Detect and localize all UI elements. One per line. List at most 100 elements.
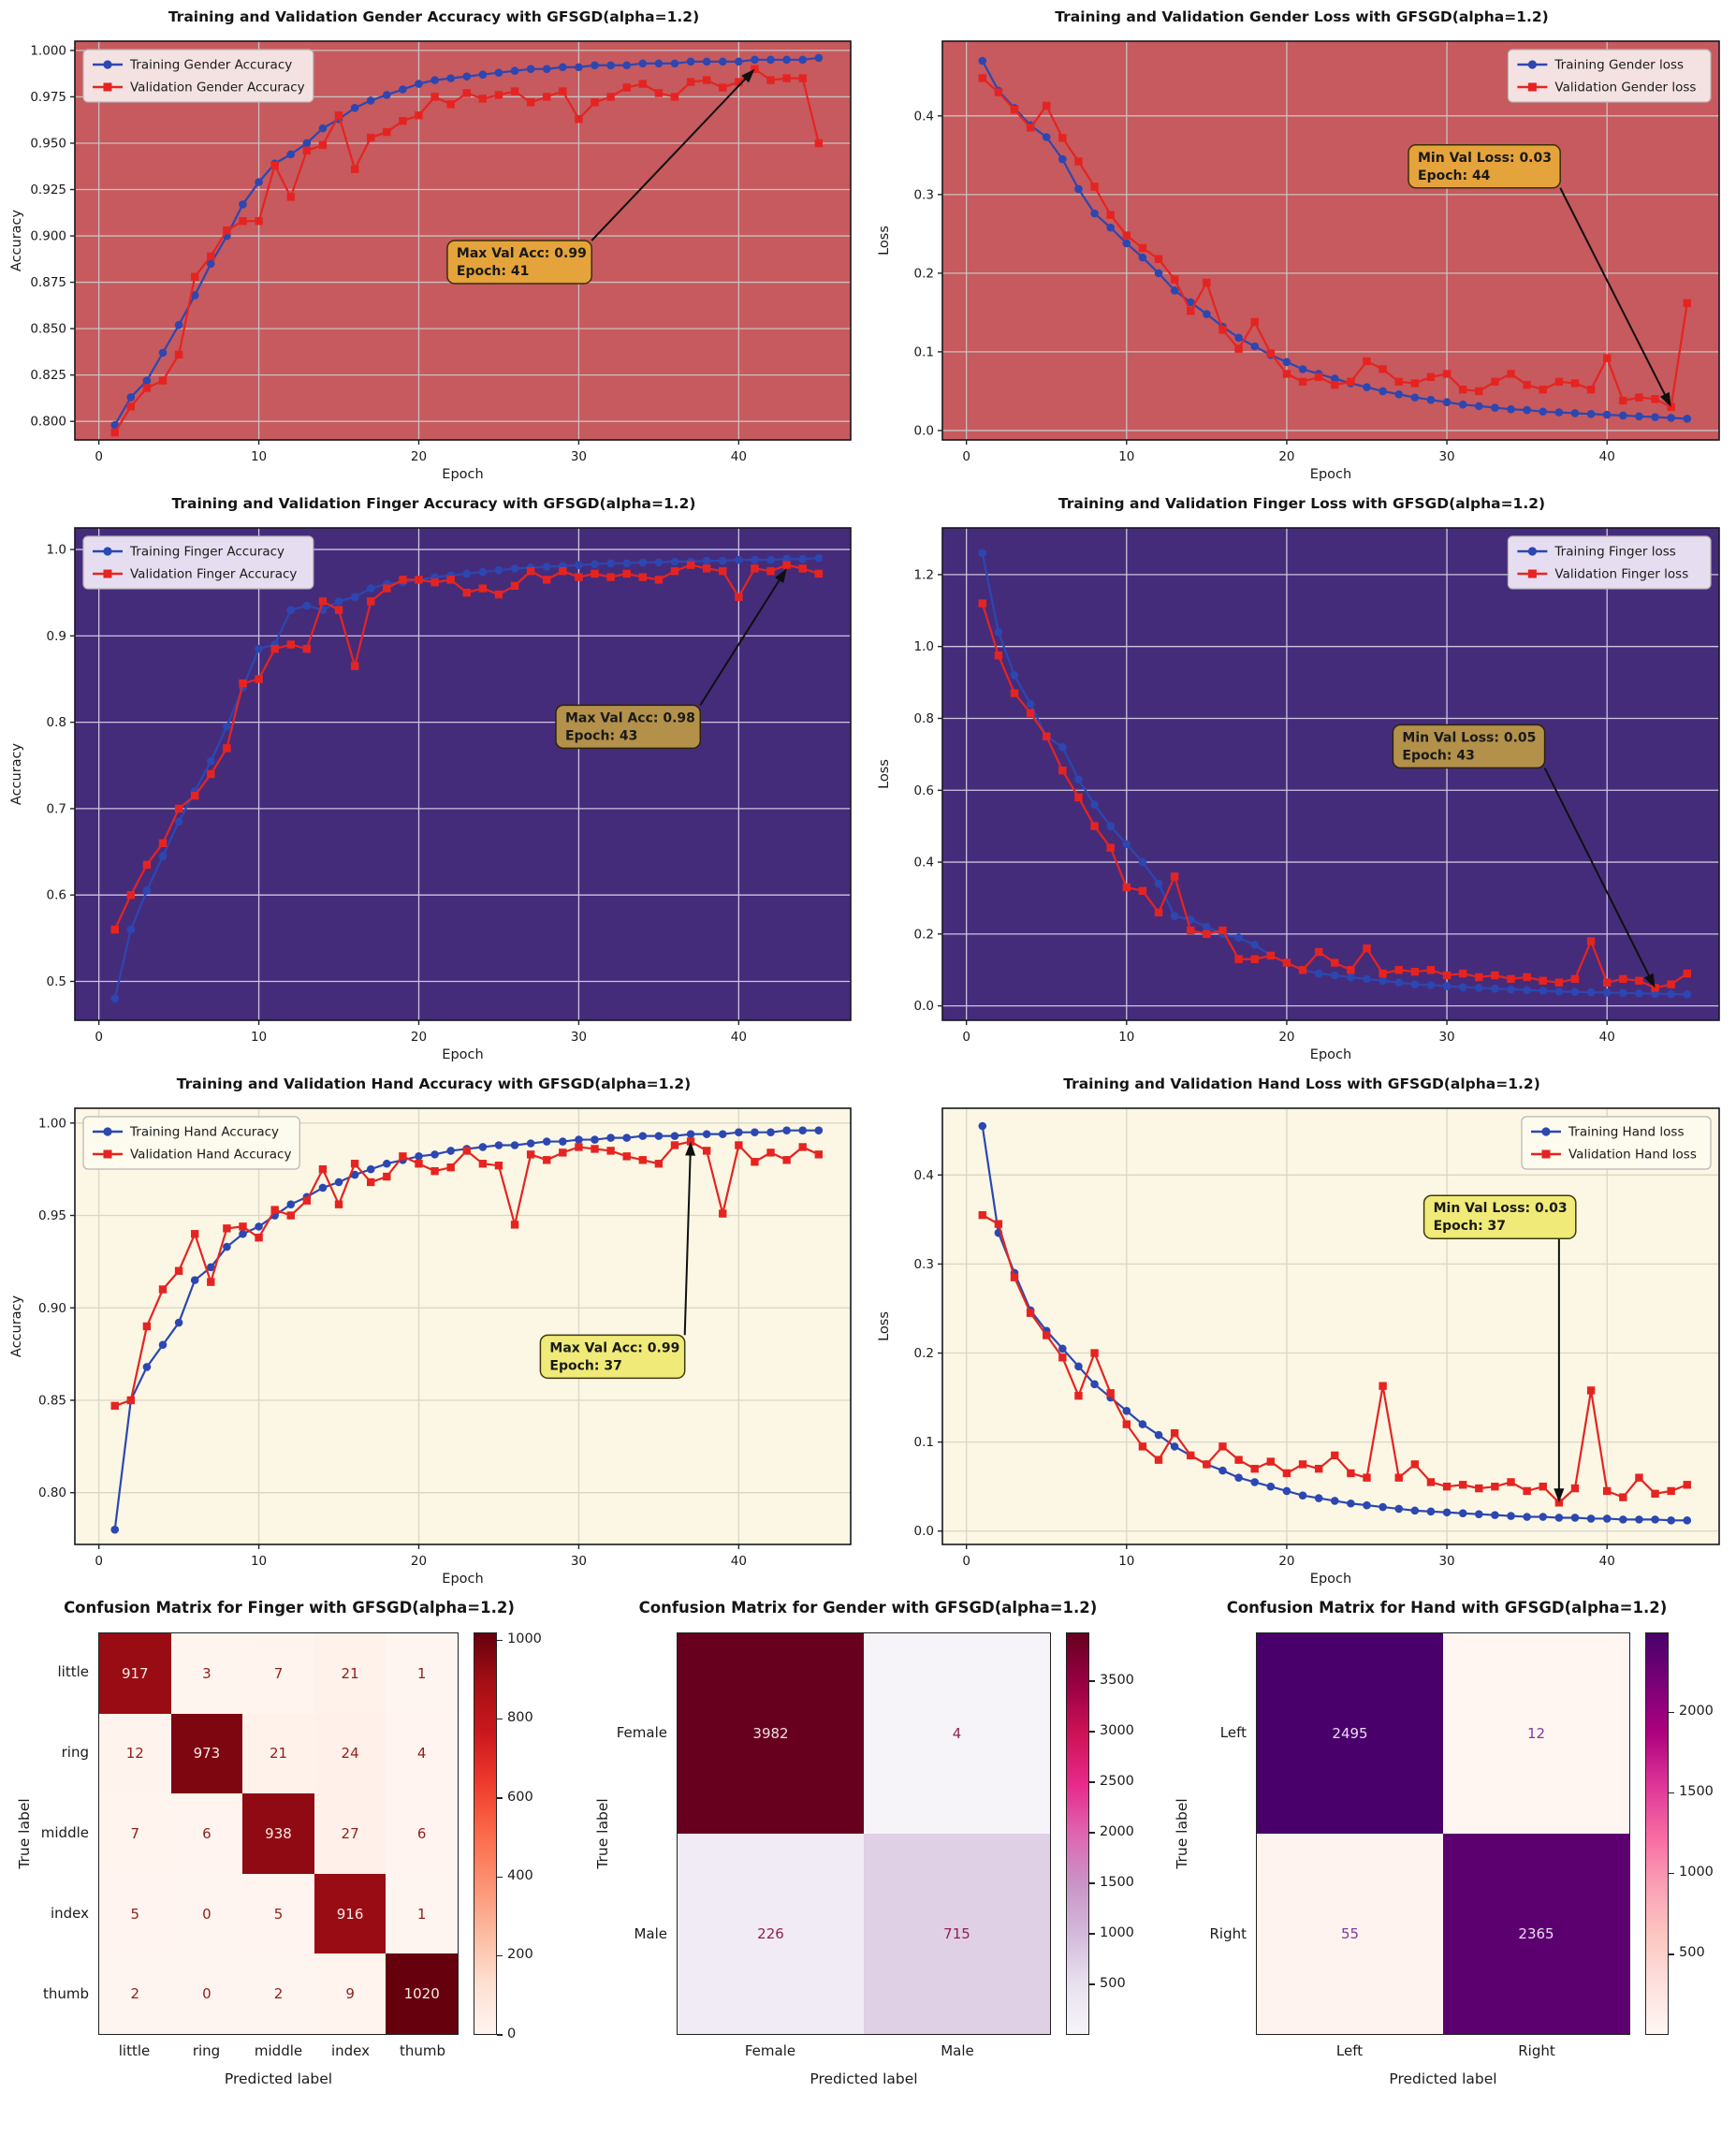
colorbar-tick-label: 500 (1100, 1975, 1126, 1991)
svg-text:0: 0 (95, 1030, 103, 1045)
svg-text:0.925: 0.925 (30, 183, 66, 198)
x-axis-label: Epoch (442, 1047, 483, 1062)
svg-text:20: 20 (1278, 1030, 1294, 1045)
validation-series-markers (110, 65, 824, 437)
matrix-cell: 0 (170, 1873, 243, 1954)
plot-frame (74, 527, 852, 1021)
x-axis-label: Epoch (442, 467, 483, 482)
matrix-grid: 3982 4 226 715 (677, 1632, 1051, 2035)
svg-text:0.7: 0.7 (47, 801, 66, 816)
svg-text:Epoch: 37: Epoch: 37 (549, 1358, 621, 1373)
svg-text:Training Hand Accuracy: Training Hand Accuracy (129, 1125, 279, 1140)
line-chart-svg: 0.0 0.1 0.2 0.3 0.4 0 10 20 30 40 Epoch Loss Trainin… (877, 1107, 1720, 1587)
predicted-label-tick: Female (744, 2042, 796, 2059)
colorbar (1645, 1632, 1669, 2035)
svg-text:1.0: 1.0 (47, 543, 66, 558)
colorbar-tick (1089, 1832, 1095, 1834)
colorbar-tick-label: 0 (507, 2026, 517, 2041)
chart-title: Training and Validation Hand Accuracy wi… (176, 1075, 692, 1092)
colorbar-tick (497, 1718, 503, 1720)
chart-title: Confusion Matrix for Hand with GFSGD(alp… (1226, 1599, 1668, 1617)
svg-text:0.4: 0.4 (914, 109, 934, 124)
svg-text:0.900: 0.900 (30, 229, 66, 244)
annotation-arrow (1543, 767, 1656, 988)
matrix-cell: 0 (170, 1953, 243, 2034)
line-chart-svg: 0.800 0.825 0.850 0.875 0.900 0.925 0.950 0.975… (9, 40, 852, 482)
colorbar-tick-label: 800 (507, 1710, 533, 1726)
predicted-label-tick: little (118, 2042, 151, 2059)
colorbar-tick-label: 1500 (1100, 1874, 1134, 1890)
svg-text:0.8: 0.8 (47, 715, 66, 730)
svg-text:0.0: 0.0 (914, 1524, 934, 1539)
matrix-cell: 715 (864, 1834, 1050, 2034)
svg-text:0.875: 0.875 (30, 275, 66, 290)
plot-background (75, 1108, 851, 1544)
svg-text:Epoch: 37: Epoch: 37 (1434, 1219, 1506, 1234)
matrix-cell: 5 (242, 1873, 314, 1954)
y-axis-label: Loss (877, 1311, 892, 1341)
legend: Training Gender Accuracy Validation Gende… (82, 49, 314, 103)
annotation-box: Max Val Acc: 0.98 Epoch: 43 (555, 704, 702, 750)
svg-text:0.1: 0.1 (914, 1435, 934, 1450)
svg-text:0.4: 0.4 (914, 1168, 934, 1183)
matrix-cell: 24 (314, 1713, 387, 1794)
predicted-label-tick: thumb (399, 2042, 446, 2059)
svg-text:0.850: 0.850 (30, 322, 66, 337)
chart-title: Training and Validation Finger Accuracy … (171, 495, 696, 512)
matrix-grid: 917 3 7 21 1 12 973 21 24 4 7 6 938 27 6 5 0 5 916 1 2 0 2 9 102… (98, 1632, 459, 2035)
predicted-label-tick: Left (1335, 2042, 1364, 2059)
true-label-tick: index (50, 1905, 89, 1922)
matrix-cell: 7 (99, 1793, 171, 1874)
svg-text:1.2: 1.2 (914, 567, 934, 582)
plot-frame (941, 40, 1720, 441)
svg-text:10: 10 (1118, 1030, 1134, 1045)
matrix-cell: 27 (314, 1793, 387, 1874)
colorbar-tick (1669, 1872, 1674, 1875)
colorbar-tick-label: 400 (507, 1867, 533, 1883)
svg-text:Validation Gender loss: Validation Gender loss (1554, 80, 1696, 95)
svg-text:0.5: 0.5 (47, 974, 66, 989)
matrix-cell: 973 (170, 1713, 243, 1794)
matrix-cell: 12 (1443, 1633, 1629, 1834)
true-label-tick: Male (634, 1924, 667, 1942)
svg-text:1.0: 1.0 (914, 639, 934, 654)
axis-tick-labels: 0.80 0.85 0.90 0.95 1.00 0 10 20 30 40 (38, 1116, 747, 1569)
chart-gender-accuracy: Training and Validation Gender Accuracy … (0, 0, 868, 487)
matrix-canvas: 2495 12 55 2365 Left Left Right Right Predicted … (1158, 1623, 1736, 2132)
predicted-label-tick: index (330, 2042, 371, 2059)
svg-text:Training Hand loss: Training Hand loss (1568, 1125, 1684, 1140)
matrix-cell: 1020 (386, 1953, 458, 2034)
svg-text:40: 40 (731, 1554, 747, 1569)
svg-text:10: 10 (1118, 449, 1134, 464)
plot-background (75, 528, 851, 1020)
matrix-cell: 2365 (1443, 1834, 1629, 2034)
confusion-matrix-finger: Confusion Matrix for Finger with GFSGD(a… (0, 1591, 578, 2136)
axis-tick-labels: 0.0 0.1 0.2 0.3 0.4 0 10 20 30 40 (914, 109, 1615, 464)
svg-text:0: 0 (95, 1554, 103, 1569)
colorbar-tick (497, 1876, 503, 1879)
legend: Training Finger Accuracy Validation Finge… (82, 535, 314, 590)
svg-text:0: 0 (962, 449, 970, 464)
y-axis-label: Accuracy (9, 742, 24, 805)
gridlines (75, 1108, 851, 1544)
annotation-arrow (591, 68, 755, 241)
svg-text:Training Gender Accuracy: Training Gender Accuracy (129, 58, 292, 73)
chart-title: Training and Validation Finger Loss with… (1058, 495, 1546, 512)
svg-text:40: 40 (1599, 449, 1615, 464)
svg-text:0: 0 (95, 449, 103, 464)
colorbar-tick (1089, 1731, 1095, 1733)
chart-hand-accuracy: Training and Validation Hand Accuracy wi… (0, 1067, 868, 1591)
predicted-label-tick: ring (192, 2042, 221, 2059)
svg-text:Training Finger loss: Training Finger loss (1554, 545, 1675, 560)
matrix-cell: 3982 (678, 1633, 864, 1834)
colorbar-tick (1089, 1882, 1095, 1884)
svg-text:20: 20 (411, 1030, 427, 1045)
annotation-arrow (1554, 1238, 1565, 1503)
line-chart-svg: 0.5 0.6 0.7 0.8 0.9 1.0 0 10 20 30 40 Epoch Accuracy… (9, 527, 852, 1062)
colorbar-tick (497, 1639, 503, 1642)
chart-canvas: 0.0 0.1 0.2 0.3 0.4 0 10 20 30 40 Epoch Loss Trainin… (868, 32, 1736, 485)
svg-text:1.00: 1.00 (38, 1116, 66, 1131)
true-label-tick: Female (616, 1723, 667, 1741)
y-axis-label: True label (594, 1798, 611, 1869)
matrix-cell: 916 (314, 1873, 387, 1954)
